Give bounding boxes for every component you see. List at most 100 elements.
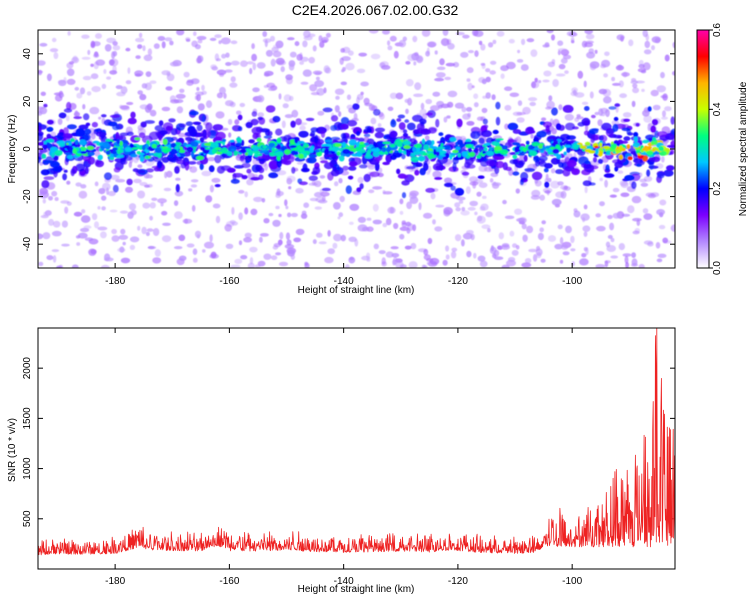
heatmap-cell [38, 132, 44, 142]
heatmap-cell [670, 224, 675, 232]
heatmap-cell [240, 255, 248, 260]
heatmap-cell [562, 168, 571, 177]
heatmap-cell [650, 89, 659, 97]
heatmap-cell [454, 102, 465, 109]
heatmap-cell [162, 148, 170, 154]
heatmap-cell [521, 38, 526, 46]
heatmap-cell [642, 62, 651, 71]
heatmap-cell [340, 81, 347, 86]
heatmap-cell [597, 119, 603, 127]
heatmap-cell [512, 111, 523, 117]
heatmap-cell [373, 243, 379, 250]
heatmap-cell [367, 164, 376, 170]
heatmap-cell [119, 140, 123, 146]
heatmap-cell [230, 264, 241, 268]
heatmap-cell [291, 166, 296, 174]
heatmap-cell [425, 98, 433, 105]
heatmap-cell [469, 200, 479, 207]
heatmap-cell [63, 108, 73, 113]
heatmap-cell [559, 237, 564, 245]
heatmap-cell [417, 127, 423, 134]
heatmap-cell [241, 162, 251, 169]
heatmap-cell [598, 135, 604, 141]
heatmap-cell [554, 243, 563, 250]
heatmap-cell [512, 171, 520, 176]
snr-x-tick-label: -160 [219, 576, 239, 587]
heatmap-cell [334, 181, 339, 187]
heatmap-cell [236, 110, 242, 115]
heatmap-cell [502, 199, 507, 205]
heatmap-cell [542, 121, 553, 128]
heatmap-cell [618, 154, 624, 160]
heatmap-cell [612, 82, 621, 86]
heatmap-cell [71, 264, 79, 268]
heatmap-cell [283, 134, 292, 143]
heatmap-cell [80, 215, 91, 223]
heatmap-cell [252, 133, 259, 140]
heatmap-cell [581, 145, 587, 149]
heatmap-cell [650, 140, 655, 146]
heatmap-cell [269, 154, 277, 161]
heatmap-cell [472, 30, 479, 37]
heatmap-cell [528, 248, 538, 253]
heatmap-cell [505, 166, 512, 171]
heatmap-cell [494, 256, 504, 261]
heatmap-cell [169, 40, 174, 46]
heatmap-cell [357, 176, 364, 184]
heatmap-cell [404, 98, 410, 103]
heatmap-cell [42, 232, 51, 240]
heatmap-cell [39, 161, 43, 166]
heatmap-cell [48, 218, 55, 226]
heatmap-frame [37, 29, 676, 269]
heatmap-cell [195, 155, 205, 161]
heatmap-cell [339, 57, 344, 65]
heatmap-cell [251, 111, 258, 117]
heatmap-cell [602, 145, 611, 149]
heatmap-cell [589, 91, 594, 99]
heatmap-cell [259, 236, 263, 243]
heatmap-cell [373, 108, 381, 116]
heatmap-cell [514, 208, 523, 215]
heatmap-cell [541, 117, 547, 121]
colorbar-gradient [697, 30, 709, 268]
heatmap-cell [265, 49, 273, 57]
heatmap-cell [135, 37, 145, 43]
heatmap-cell [643, 213, 653, 221]
heatmap-cell [218, 40, 222, 45]
heatmap-cell [412, 224, 417, 232]
heatmap-cell [594, 49, 598, 54]
heatmap-cell [149, 80, 157, 84]
heatmap-cell [319, 41, 325, 48]
heatmap-x-tick-label: -100 [562, 276, 582, 287]
heatmap-cell [293, 237, 302, 243]
heatmap-cell [635, 122, 640, 127]
heatmap-cell [65, 115, 70, 122]
heatmap-cell [631, 181, 637, 190]
heatmap-cell [548, 148, 553, 153]
heatmap-cell [442, 30, 449, 36]
heatmap-cell [199, 163, 204, 171]
heatmap-cell [457, 153, 461, 158]
heatmap-cell [209, 37, 217, 42]
heatmap-cell [119, 132, 129, 137]
heatmap-cell [618, 140, 629, 144]
heatmap-cell [139, 155, 145, 162]
heatmap-cell [43, 141, 47, 145]
heatmap-cell [268, 212, 274, 217]
heatmap-cell [622, 112, 632, 118]
heatmap-cell [612, 212, 621, 219]
heatmap-cell [465, 186, 471, 195]
heatmap-cell [413, 139, 418, 146]
heatmap-cell [216, 92, 223, 99]
heatmap-cell [545, 106, 552, 110]
heatmap-cell [137, 44, 143, 49]
heatmap-cell [105, 138, 112, 142]
heatmap-cell [652, 104, 661, 111]
heatmap-cell [95, 131, 107, 137]
heatmap-cell [175, 183, 180, 193]
heatmap-cell [631, 195, 642, 204]
heatmap-cell [637, 68, 647, 73]
heatmap-cell [288, 63, 295, 71]
heatmap-cell [60, 93, 65, 98]
heatmap-cell [314, 134, 319, 144]
